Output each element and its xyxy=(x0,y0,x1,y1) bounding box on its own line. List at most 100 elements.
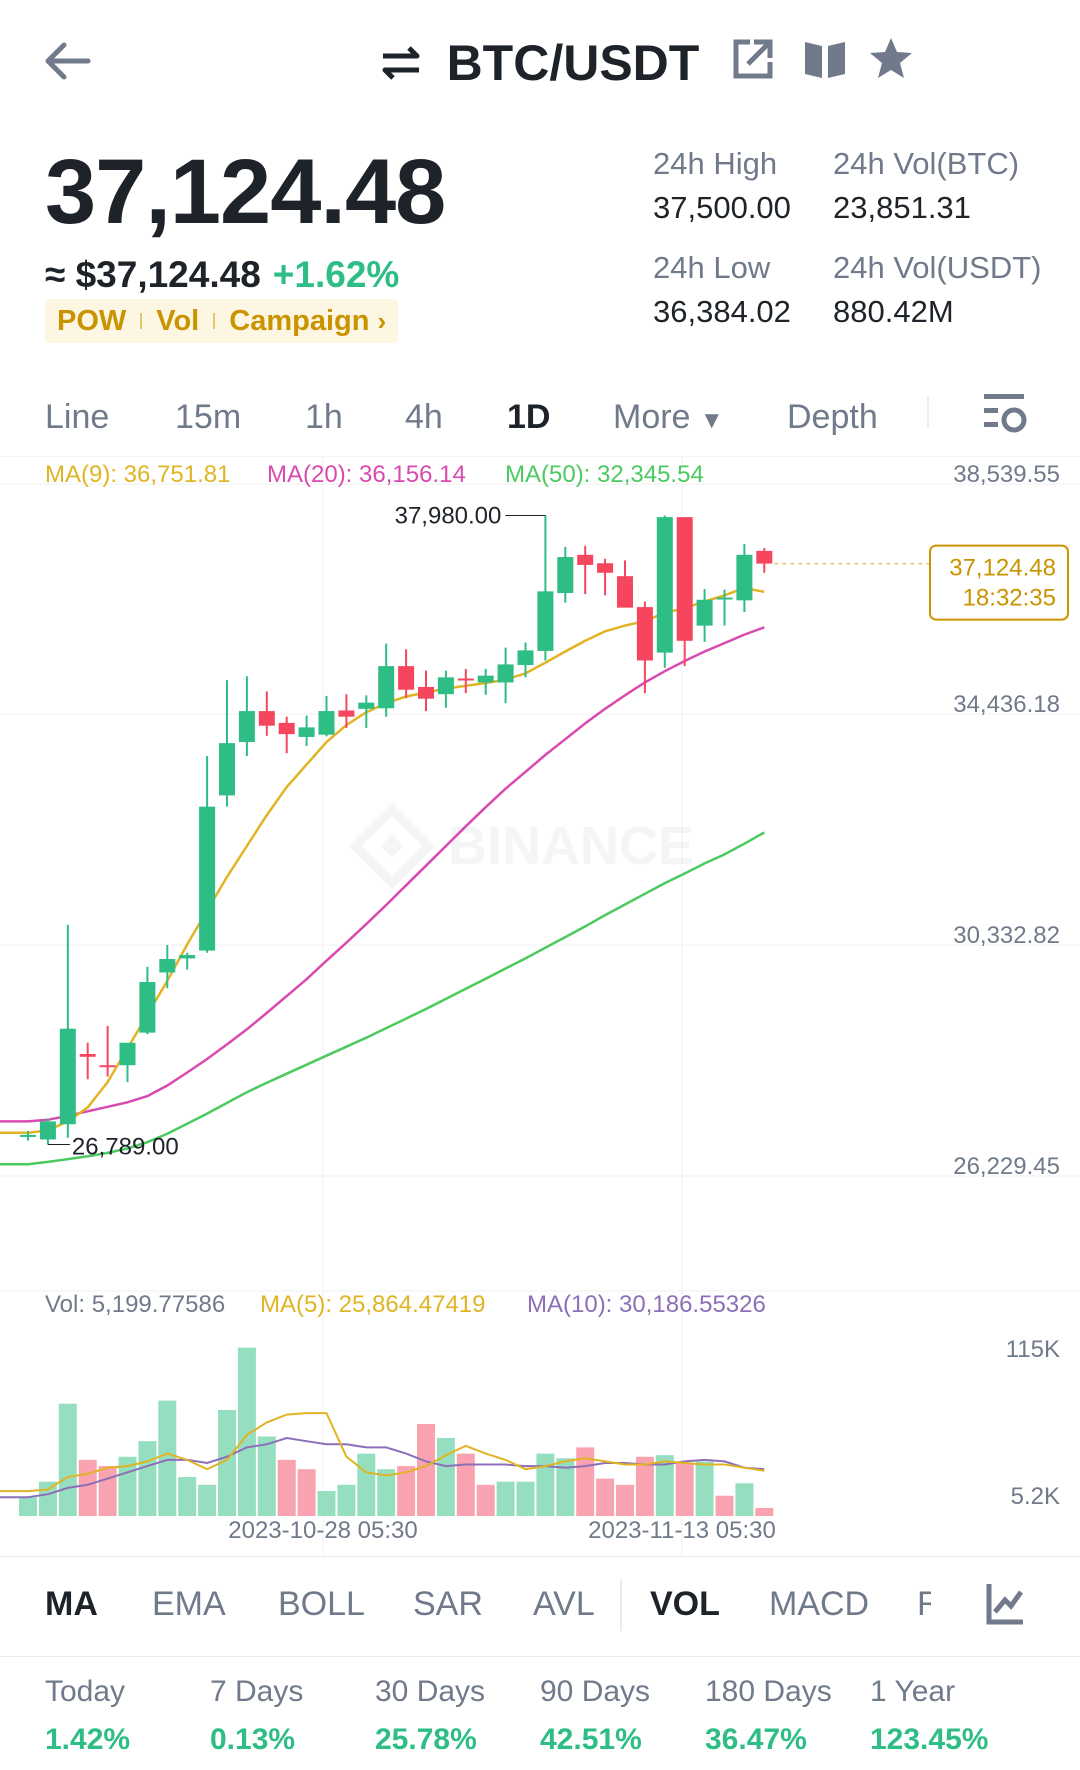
y-tick-label: 34,436.18 xyxy=(953,691,1060,718)
candle-body xyxy=(199,806,216,951)
indicator-settings-icon[interactable] xyxy=(985,1582,1025,1626)
candle-body xyxy=(278,722,295,735)
volume-bar xyxy=(297,1469,316,1516)
tab-1h[interactable]: 1h xyxy=(305,398,343,436)
candle-body xyxy=(358,702,375,709)
candle-body xyxy=(597,563,614,573)
stat-24h-vol-usdt: 24h Vol(USDT) 880.42M xyxy=(833,250,1042,329)
volume-bar xyxy=(397,1466,416,1516)
volume-bar xyxy=(218,1409,236,1516)
volume-bar xyxy=(377,1469,396,1516)
candle-body xyxy=(258,711,275,726)
candle-body xyxy=(617,576,633,608)
volume-bar xyxy=(158,1400,177,1516)
perf-90d: 90 Days 42.51% xyxy=(540,1675,651,1756)
stat-24h-vol-btc: 24h Vol(BTC) 23,851.31 xyxy=(833,146,1020,225)
volume-bar xyxy=(496,1481,515,1516)
vol-tick-label: 5.2K xyxy=(1011,1483,1060,1510)
candle-body xyxy=(537,591,554,651)
star-icon[interactable] xyxy=(866,34,916,84)
ind-ema[interactable]: EMA xyxy=(152,1585,226,1623)
ind-sar[interactable]: SAR xyxy=(413,1585,483,1623)
candle-body xyxy=(219,743,235,796)
tab-line[interactable]: Line xyxy=(45,398,110,436)
ind-macd[interactable]: MACD xyxy=(769,1585,870,1623)
volume-bar xyxy=(536,1453,555,1516)
candlestick-chart[interactable]: BINANCE 38,539.55 34,436.18 30,332.82 26,22… xyxy=(0,456,1080,1556)
ma50-line xyxy=(0,831,765,1166)
volume-bar xyxy=(317,1491,336,1516)
pair-name: BTC/USDT xyxy=(446,34,700,91)
share-icon[interactable] xyxy=(728,34,778,84)
candle-body xyxy=(736,554,753,601)
perf-30d: 30 Days 25.78% xyxy=(375,1675,486,1756)
binance-watermark: BINANCE xyxy=(348,802,694,890)
back-arrow-icon[interactable] xyxy=(38,36,98,86)
swap-icon[interactable] xyxy=(381,46,421,80)
tab-depth[interactable]: Depth xyxy=(787,398,878,436)
candle-body xyxy=(238,711,255,742)
volume-bar xyxy=(417,1424,435,1516)
candle-body xyxy=(656,517,673,653)
price-sub: ≈ $37,124.48 +1.62% xyxy=(45,254,399,296)
ind-boll[interactable]: BOLL xyxy=(278,1585,365,1623)
interval-tabs: Line 15m 1h 4h 1D More ▼ Depth xyxy=(0,388,1080,448)
book-icon[interactable] xyxy=(800,34,850,84)
candle-body xyxy=(139,982,156,1033)
candle-body xyxy=(676,517,693,641)
volume-bar xyxy=(456,1453,475,1516)
more-label: More xyxy=(613,398,691,436)
tab-4h[interactable]: 4h xyxy=(405,398,443,436)
candle-body xyxy=(437,677,454,695)
stat-24h-low: 24h Low 36,384.02 xyxy=(653,250,791,329)
candle-body xyxy=(79,1053,96,1057)
tab-more[interactable]: More ▼ xyxy=(613,398,724,437)
chart-settings-icon[interactable] xyxy=(982,390,1028,436)
perf-today: Today 1.42% xyxy=(45,1675,131,1756)
last-price-label: 37,124.48 xyxy=(949,555,1056,582)
candle-body xyxy=(338,710,355,717)
candle-body xyxy=(398,666,415,690)
indicator-tabs: MA EMA BOLL SAR AVL VOL MACD R xyxy=(0,1556,1080,1656)
volume-bar xyxy=(516,1481,535,1516)
tab-15m[interactable]: 15m xyxy=(175,398,242,436)
volume-bar xyxy=(277,1459,296,1516)
tag-bar: POW Vol Campaign › xyxy=(45,299,399,343)
candle-body xyxy=(378,666,395,709)
candle-body xyxy=(577,554,594,565)
vol-ma5-legend: MA(5): 25,864.47419 xyxy=(260,1291,485,1318)
y-tick-label: 38,539.55 xyxy=(953,461,1060,488)
perf-180d: 180 Days 36.47% xyxy=(705,1675,832,1756)
min-label: 26,789.00 xyxy=(72,1134,179,1161)
volume-bar xyxy=(675,1462,694,1516)
pair-title[interactable]: BTC/USDT xyxy=(0,30,1080,92)
ind-ma[interactable]: MA xyxy=(45,1585,98,1623)
perf-7d: 7 Days 0.13% xyxy=(210,1675,304,1756)
max-label: 37,980.00 xyxy=(395,502,502,529)
ma9-legend: MA(9): 36,751.81 xyxy=(45,461,230,488)
volume-bar xyxy=(19,1497,37,1516)
x-tick-label: 2023-10-28 05:30 xyxy=(228,1517,418,1544)
tag-pow[interactable]: POW xyxy=(57,304,127,337)
volume-bar xyxy=(337,1484,356,1516)
tag-campaign[interactable]: Campaign xyxy=(229,304,370,337)
candle-body xyxy=(716,597,733,600)
candle-body xyxy=(418,686,434,699)
volume-bar xyxy=(715,1495,734,1516)
candle-body xyxy=(457,678,474,681)
ind-vol[interactable]: VOL xyxy=(650,1585,720,1623)
ind-more[interactable]: R xyxy=(917,1585,931,1623)
ma50-legend: MA(50): 32,345.54 xyxy=(505,461,704,488)
ma20-legend: MA(20): 36,156.14 xyxy=(267,461,466,488)
vol-legend: Vol: 5,199.77586 xyxy=(45,1291,225,1318)
top-bar: BTC/USDT xyxy=(0,0,1080,120)
tag-vol[interactable]: Vol xyxy=(156,304,200,337)
price-change: +1.62% xyxy=(272,254,400,295)
volume-bar xyxy=(695,1461,714,1516)
volume-bar xyxy=(655,1455,674,1516)
candle-body xyxy=(59,1028,76,1125)
tab-1d[interactable]: 1D xyxy=(507,398,551,436)
ind-avl[interactable]: AVL xyxy=(533,1585,595,1623)
vol-ma5-line xyxy=(0,1412,765,1493)
chevron-right-icon: › xyxy=(377,305,387,336)
